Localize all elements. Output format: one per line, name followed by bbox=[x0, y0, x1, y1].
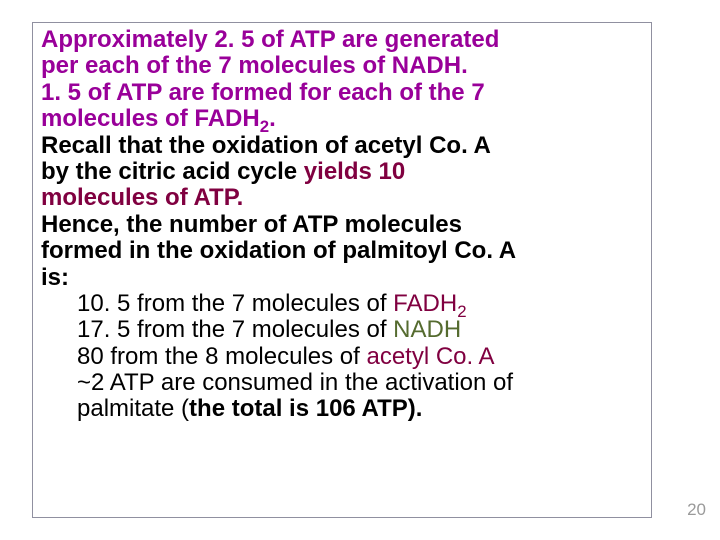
line: is: bbox=[41, 264, 69, 291]
molecule: FADH bbox=[393, 290, 457, 317]
text: palmitate ( bbox=[77, 395, 189, 422]
page-number: 20 bbox=[687, 500, 706, 520]
list-item-total: palmitate (the total is 106 ATP). bbox=[77, 396, 639, 422]
list-item-fadh2: 10. 5 from the 7 molecules of FADH2 bbox=[77, 291, 639, 317]
line: formed in the oxidation of palmitoyl Co.… bbox=[41, 237, 516, 264]
text: ATP are consumed in the activation of bbox=[104, 369, 513, 396]
line: molecules of FADH bbox=[41, 105, 260, 132]
line: by the citric acid cycle bbox=[41, 158, 304, 185]
slide-text-frame: Approximately 2. 5 of ATP are generated … bbox=[32, 22, 652, 518]
paragraph-atp-fadh2: 1. 5 of ATP are formed for each of the 7… bbox=[41, 80, 639, 133]
list-item-nadh: 17. 5 from the 7 molecules of NADH bbox=[77, 317, 639, 343]
value: 17. 5 bbox=[77, 316, 130, 343]
value: ~2 bbox=[77, 369, 104, 396]
line: 1. 5 of ATP are formed for each of the 7 bbox=[41, 79, 485, 106]
paragraph-citric-acid: Recall that the oxidation of acetyl Co. … bbox=[41, 133, 639, 212]
list-item-consumed: ~2 ATP are consumed in the activation of bbox=[77, 370, 639, 396]
list-item-acetylcoa: 80 from the 8 molecules of acetyl Co. A bbox=[77, 344, 639, 370]
line: per each of the 7 molecules of NADH. bbox=[41, 52, 468, 79]
total: the total is 106 ATP). bbox=[189, 395, 422, 422]
text: from the 8 molecules of bbox=[104, 343, 367, 370]
paragraph-palmitoyl: Hence, the number of ATP molecules forme… bbox=[41, 212, 639, 291]
molecule: acetyl Co. A bbox=[366, 343, 494, 370]
line: Hence, the number of ATP molecules bbox=[41, 211, 462, 238]
highlight: yields 10 bbox=[304, 158, 405, 185]
molecule: NADH bbox=[393, 316, 461, 343]
paragraph-atp-nadh: Approximately 2. 5 of ATP are generated … bbox=[41, 27, 639, 80]
line: . bbox=[269, 105, 276, 132]
line: Approximately 2. 5 of ATP are generated bbox=[41, 26, 499, 53]
line: Recall that the oxidation of acetyl Co. … bbox=[41, 132, 491, 159]
value: 80 bbox=[77, 343, 104, 370]
text: from the 7 molecules of bbox=[130, 290, 393, 317]
value: 10. 5 bbox=[77, 290, 130, 317]
highlight: molecules of ATP. bbox=[41, 184, 243, 211]
text: from the 7 molecules of bbox=[130, 316, 393, 343]
